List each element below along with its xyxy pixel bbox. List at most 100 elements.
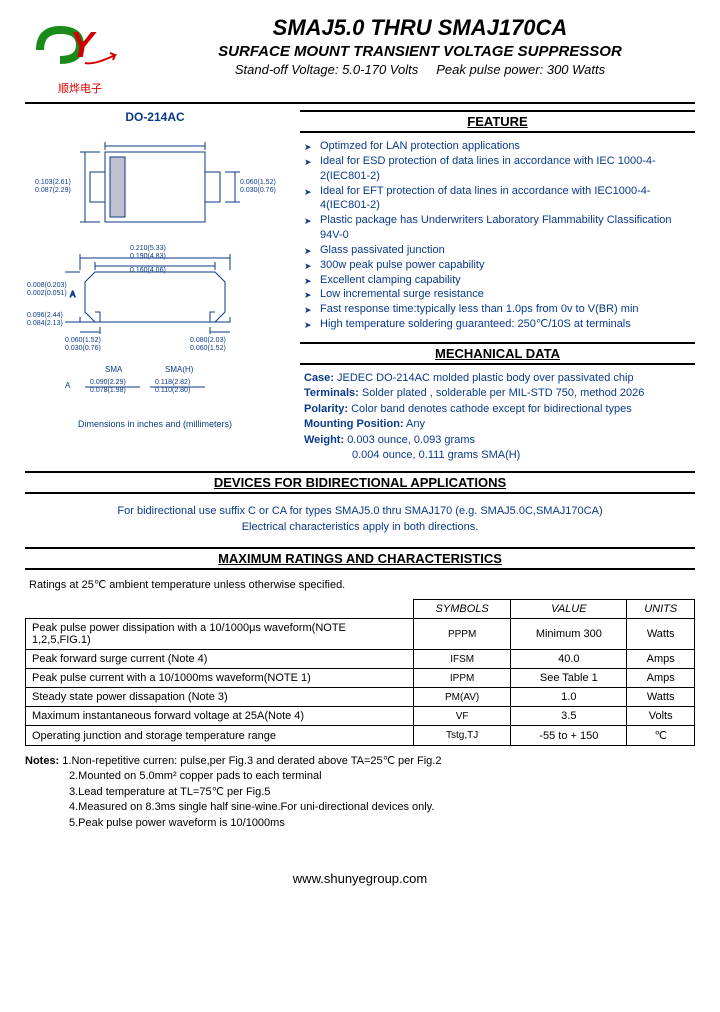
- bidirectional-header: DEVICES FOR BIDIRECTIONAL APPLICATIONS: [25, 471, 695, 494]
- ratings-header-row: SYMBOLSVALUEUNITS: [26, 600, 695, 619]
- spec2-value: 300 Watts: [547, 62, 605, 77]
- ratings-col-header: SYMBOLS: [414, 600, 511, 619]
- rating-desc: Operating junction and storage temperatu…: [26, 726, 414, 746]
- rating-unit: Amps: [627, 650, 695, 669]
- feature-item: High temperature soldering guaranteed: 2…: [304, 317, 695, 332]
- spec1-label: Stand-off Voltage:: [235, 62, 339, 77]
- mounting-label: Mounting Position:: [304, 418, 404, 430]
- package-name: DO-214AC: [25, 110, 285, 124]
- header-divider: [25, 102, 695, 104]
- feature-item: Low incremental surge resistance: [304, 287, 695, 302]
- title-block: SMAJ5.0 THRU SMAJ170CA SURFACE MOUNT TRA…: [145, 15, 695, 77]
- main-title: SMAJ5.0 THRU SMAJ170CA: [145, 15, 695, 41]
- rating-unit: ℃: [627, 726, 695, 746]
- spec1-value: 5.0-170 Volts: [342, 62, 418, 77]
- rating-value: Minimum 300: [511, 619, 627, 650]
- terminals-label: Terminals:: [304, 387, 359, 399]
- rating-desc: Steady state power dissapation (Note 3): [26, 688, 414, 707]
- feature-item: 300w peak pulse power capability: [304, 258, 695, 273]
- rating-value: 3.5: [511, 707, 627, 726]
- notes-label: Notes:: [25, 755, 59, 767]
- datasheet-page: Y 顺烨电子 SMAJ5.0 THRU SMAJ170CA SURFACE MO…: [0, 0, 720, 921]
- table-row: Peak forward surge current (Note 4)IFSM4…: [26, 650, 695, 669]
- case-value: JEDEC DO-214AC molded plastic body over …: [337, 372, 634, 384]
- header: Y 顺烨电子 SMAJ5.0 THRU SMAJ170CA SURFACE MO…: [25, 15, 695, 96]
- rating-symbol: PPPM: [414, 619, 511, 650]
- rating-value: -55 to + 150: [511, 726, 627, 746]
- feature-list: Optimzed for LAN protection applications…: [300, 139, 695, 332]
- weight2-value: 0.004 ounce, 0.111 grams SMA(H): [352, 449, 520, 461]
- bidirectional-section: DEVICES FOR BIDIRECTIONAL APPLICATIONS F…: [25, 471, 695, 539]
- mechanical-data: Case: JEDEC DO-214AC molded plastic body…: [300, 371, 695, 463]
- ratings-header: MAXIMUM RATINGS AND CHARACTERISTICS: [25, 547, 695, 570]
- dim-lead-h: 0.008(0.203)0.002(0.051): [27, 282, 67, 297]
- subtitle: SURFACE MOUNT TRANSIENT VOLTAGE SUPPRESS…: [145, 43, 695, 60]
- rating-symbol: PM(AV): [414, 688, 511, 707]
- rating-value: 1.0: [511, 688, 627, 707]
- rating-unit: Watts: [627, 619, 695, 650]
- notes-block: Notes: 1.Non-repetitive curren: pulse,pe…: [25, 754, 695, 831]
- dim-right-h: 0.060(1.52)0.030(0.76): [240, 179, 276, 194]
- rating-symbol: IFSM: [414, 650, 511, 669]
- spec2-label: Peak pulse power:: [436, 62, 543, 77]
- svg-text:0.080(2.03)0.060(1.52): 0.080(2.03)0.060(1.52): [190, 337, 226, 352]
- feature-item: Glass passivated junction: [304, 243, 695, 258]
- rating-unit: Amps: [627, 669, 695, 688]
- feature-item: Excellent clamping capability: [304, 273, 695, 288]
- dim-body-h: 0.096(2.44)0.084(2.13): [27, 312, 63, 327]
- mechanical-header: MECHANICAL DATA: [300, 342, 695, 365]
- feature-item: Optimzed for LAN protection applications: [304, 139, 695, 154]
- svg-text:A: A: [65, 381, 71, 390]
- package-diagram-column: DO-214AC 0.103(2.61)0.087(2.29) 0.060(1.…: [25, 110, 285, 463]
- rating-desc: Peak pulse current with a 10/1000ms wave…: [26, 669, 414, 688]
- dim-total-w: 0.210(5.33)0.190(4.83): [130, 245, 166, 260]
- ratings-note: Ratings at 25℃ ambient temperature unles…: [25, 576, 695, 593]
- svg-text:0.060(1.52)0.030(0.76): 0.060(1.52)0.030(0.76): [65, 337, 101, 352]
- dimension-note: Dimensions in inches and (millimeters): [25, 419, 285, 429]
- rating-value: See Table 1: [511, 669, 627, 688]
- rating-unit: Watts: [627, 688, 695, 707]
- feature-item: Ideal for ESD protection of data lines i…: [304, 154, 695, 184]
- smah-label: SMA(H): [165, 365, 194, 374]
- logo-icon: Y: [35, 15, 125, 75]
- table-row: Peak pulse current with a 10/1000ms wave…: [26, 669, 695, 688]
- rating-desc: Maximum instantaneous forward voltage at…: [26, 707, 414, 726]
- footer-url: www.shunyegroup.com: [25, 871, 695, 906]
- polarity-label: Polarity:: [304, 403, 348, 415]
- rating-desc: Peak forward surge current (Note 4): [26, 650, 414, 669]
- notes-list: 1.Non-repetitive curren: pulse,per Fig.3…: [25, 755, 695, 831]
- weight-label: Weight:: [304, 434, 344, 446]
- table-row: Maximum instantaneous forward voltage at…: [26, 707, 695, 726]
- terminals-value: Solder plated , solderable per MIL-STD 7…: [362, 387, 645, 399]
- table-row: Steady state power dissapation (Note 3)P…: [26, 688, 695, 707]
- ratings-col-header: UNITS: [627, 600, 695, 619]
- ratings-col-header: [26, 600, 414, 619]
- rating-desc: Peak pulse power dissipation with a 10/1…: [26, 619, 414, 650]
- rating-symbol: VF: [414, 707, 511, 726]
- bidirectional-text: For bidirectional use suffix C or CA for…: [25, 500, 695, 539]
- company-logo: Y 顺烨电子: [25, 15, 135, 96]
- rating-symbol: IPPM: [414, 669, 511, 688]
- ratings-table: SYMBOLSVALUEUNITS Peak pulse power dissi…: [25, 599, 695, 746]
- feature-header: FEATURE: [300, 110, 695, 133]
- ratings-body: Peak pulse power dissipation with a 10/1…: [26, 619, 695, 746]
- rating-value: 40.0: [511, 650, 627, 669]
- feature-item: Plastic package has Underwriters Laborat…: [304, 213, 695, 243]
- mounting-value: Any: [406, 418, 425, 430]
- ratings-section: MAXIMUM RATINGS AND CHARACTERISTICS Rati…: [25, 547, 695, 746]
- specs-line: Stand-off Voltage: 5.0-170 Volts Peak pu…: [145, 62, 695, 77]
- svg-text:A: A: [70, 290, 76, 299]
- case-label: Case:: [304, 372, 334, 384]
- package-diagram: 0.103(2.61)0.087(2.29) 0.060(1.52)0.030(…: [25, 132, 285, 412]
- feature-item: Fast response time:typically less than 1…: [304, 302, 695, 317]
- dim-left-h: 0.103(2.61)0.087(2.29): [35, 179, 71, 194]
- weight1-value: 0.003 ounce, 0.093 grams: [347, 434, 475, 446]
- rating-unit: Volts: [627, 707, 695, 726]
- sma-label: SMA: [105, 365, 123, 374]
- table-row: Operating junction and storage temperatu…: [26, 726, 695, 746]
- content-row: DO-214AC 0.103(2.61)0.087(2.29) 0.060(1.…: [25, 110, 695, 463]
- rating-symbol: Tstg,TJ: [414, 726, 511, 746]
- ratings-col-header: VALUE: [511, 600, 627, 619]
- feature-item: Ideal for EFT protection of data lines i…: [304, 184, 695, 214]
- table-row: Peak pulse power dissipation with a 10/1…: [26, 619, 695, 650]
